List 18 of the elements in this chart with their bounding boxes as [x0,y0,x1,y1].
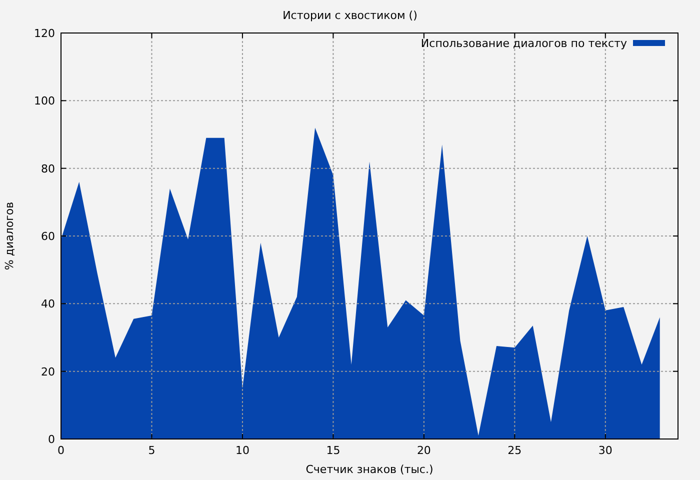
x-tick-label: 20 [416,444,431,457]
y-tick-label: 100 [34,94,55,108]
legend-label: Использование диалогов по тексту [420,37,628,50]
x-tick-label: 15 [326,444,340,457]
y-tick-label: 80 [41,162,55,176]
y-tick-label: 120 [34,27,55,40]
y-tick-label: 20 [41,365,55,378]
y-tick-label: 60 [41,230,55,243]
x-tick-label: 30 [598,444,612,457]
x-axis-title: Счетчик знаков (тыс.) [306,463,434,476]
x-tick-label: 25 [508,444,522,457]
x-tick-label: 0 [58,444,64,457]
x-tick-label: 10 [235,444,250,457]
x-tick-label: 5 [148,444,156,457]
chart-title: Истории с хвостиком () [282,9,418,22]
y-tick-label: 0 [48,433,55,446]
y-tick-label: 40 [41,298,55,311]
y-axis-title: % диалогов [3,202,16,270]
